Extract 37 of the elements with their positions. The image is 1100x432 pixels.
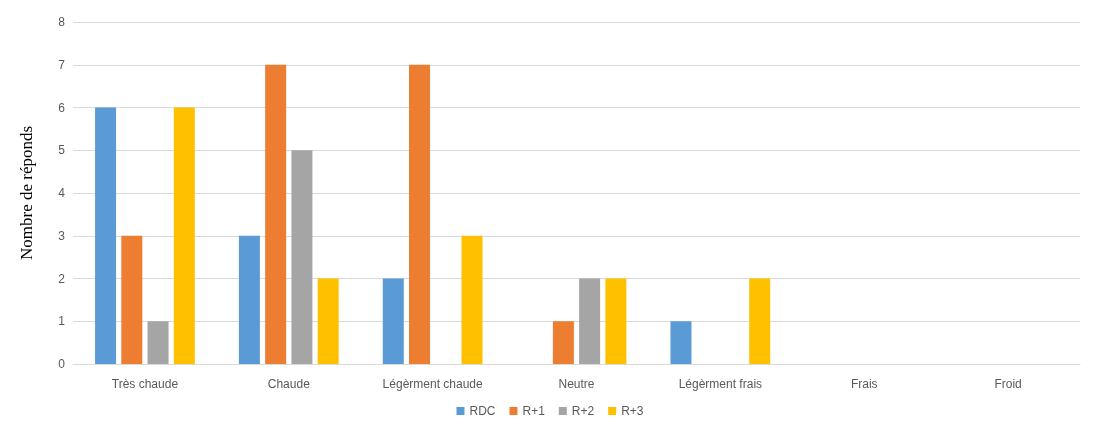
bar [461,235,483,364]
x-tick-label: Très chaude [111,377,179,391]
bar [317,278,339,364]
y-tick-label: 3 [58,228,66,243]
x-tick-label: Neutre [558,377,595,391]
x-tick-label: Chaude [267,377,311,391]
legend-label: R+1 [522,404,546,418]
bar [579,278,601,364]
y-axis-title: Nombre de réponds [17,125,36,261]
bar [670,321,692,364]
legend-label: R+2 [571,404,595,418]
x-tick-label: Légèrment frais [678,377,763,391]
x-tick-label: Frais [850,377,878,391]
bar [265,64,287,364]
y-tick-label: 8 [58,15,66,29]
y-tick-label: 5 [58,143,66,158]
bar [382,278,404,364]
legend-label: R+3 [621,404,644,418]
bar [173,107,195,364]
bar [121,235,143,364]
y-tick-label: 2 [58,271,66,286]
x-tick-label: Froid [994,377,1022,391]
bar [147,321,169,364]
bar [238,235,260,364]
y-tick-label: 0 [58,357,66,371]
bar [605,278,627,364]
bar [552,321,574,364]
bar [95,107,117,364]
bar [291,150,313,364]
x-tick-label: Légèrment chaude [382,377,483,391]
bar [409,64,431,364]
bar [749,278,771,364]
legend-label: RDC [469,404,496,418]
y-tick-label: 4 [58,186,66,200]
y-tick-label: 7 [58,57,66,72]
y-tick-label: 6 [58,100,66,115]
y-tick-label: 1 [58,314,66,329]
